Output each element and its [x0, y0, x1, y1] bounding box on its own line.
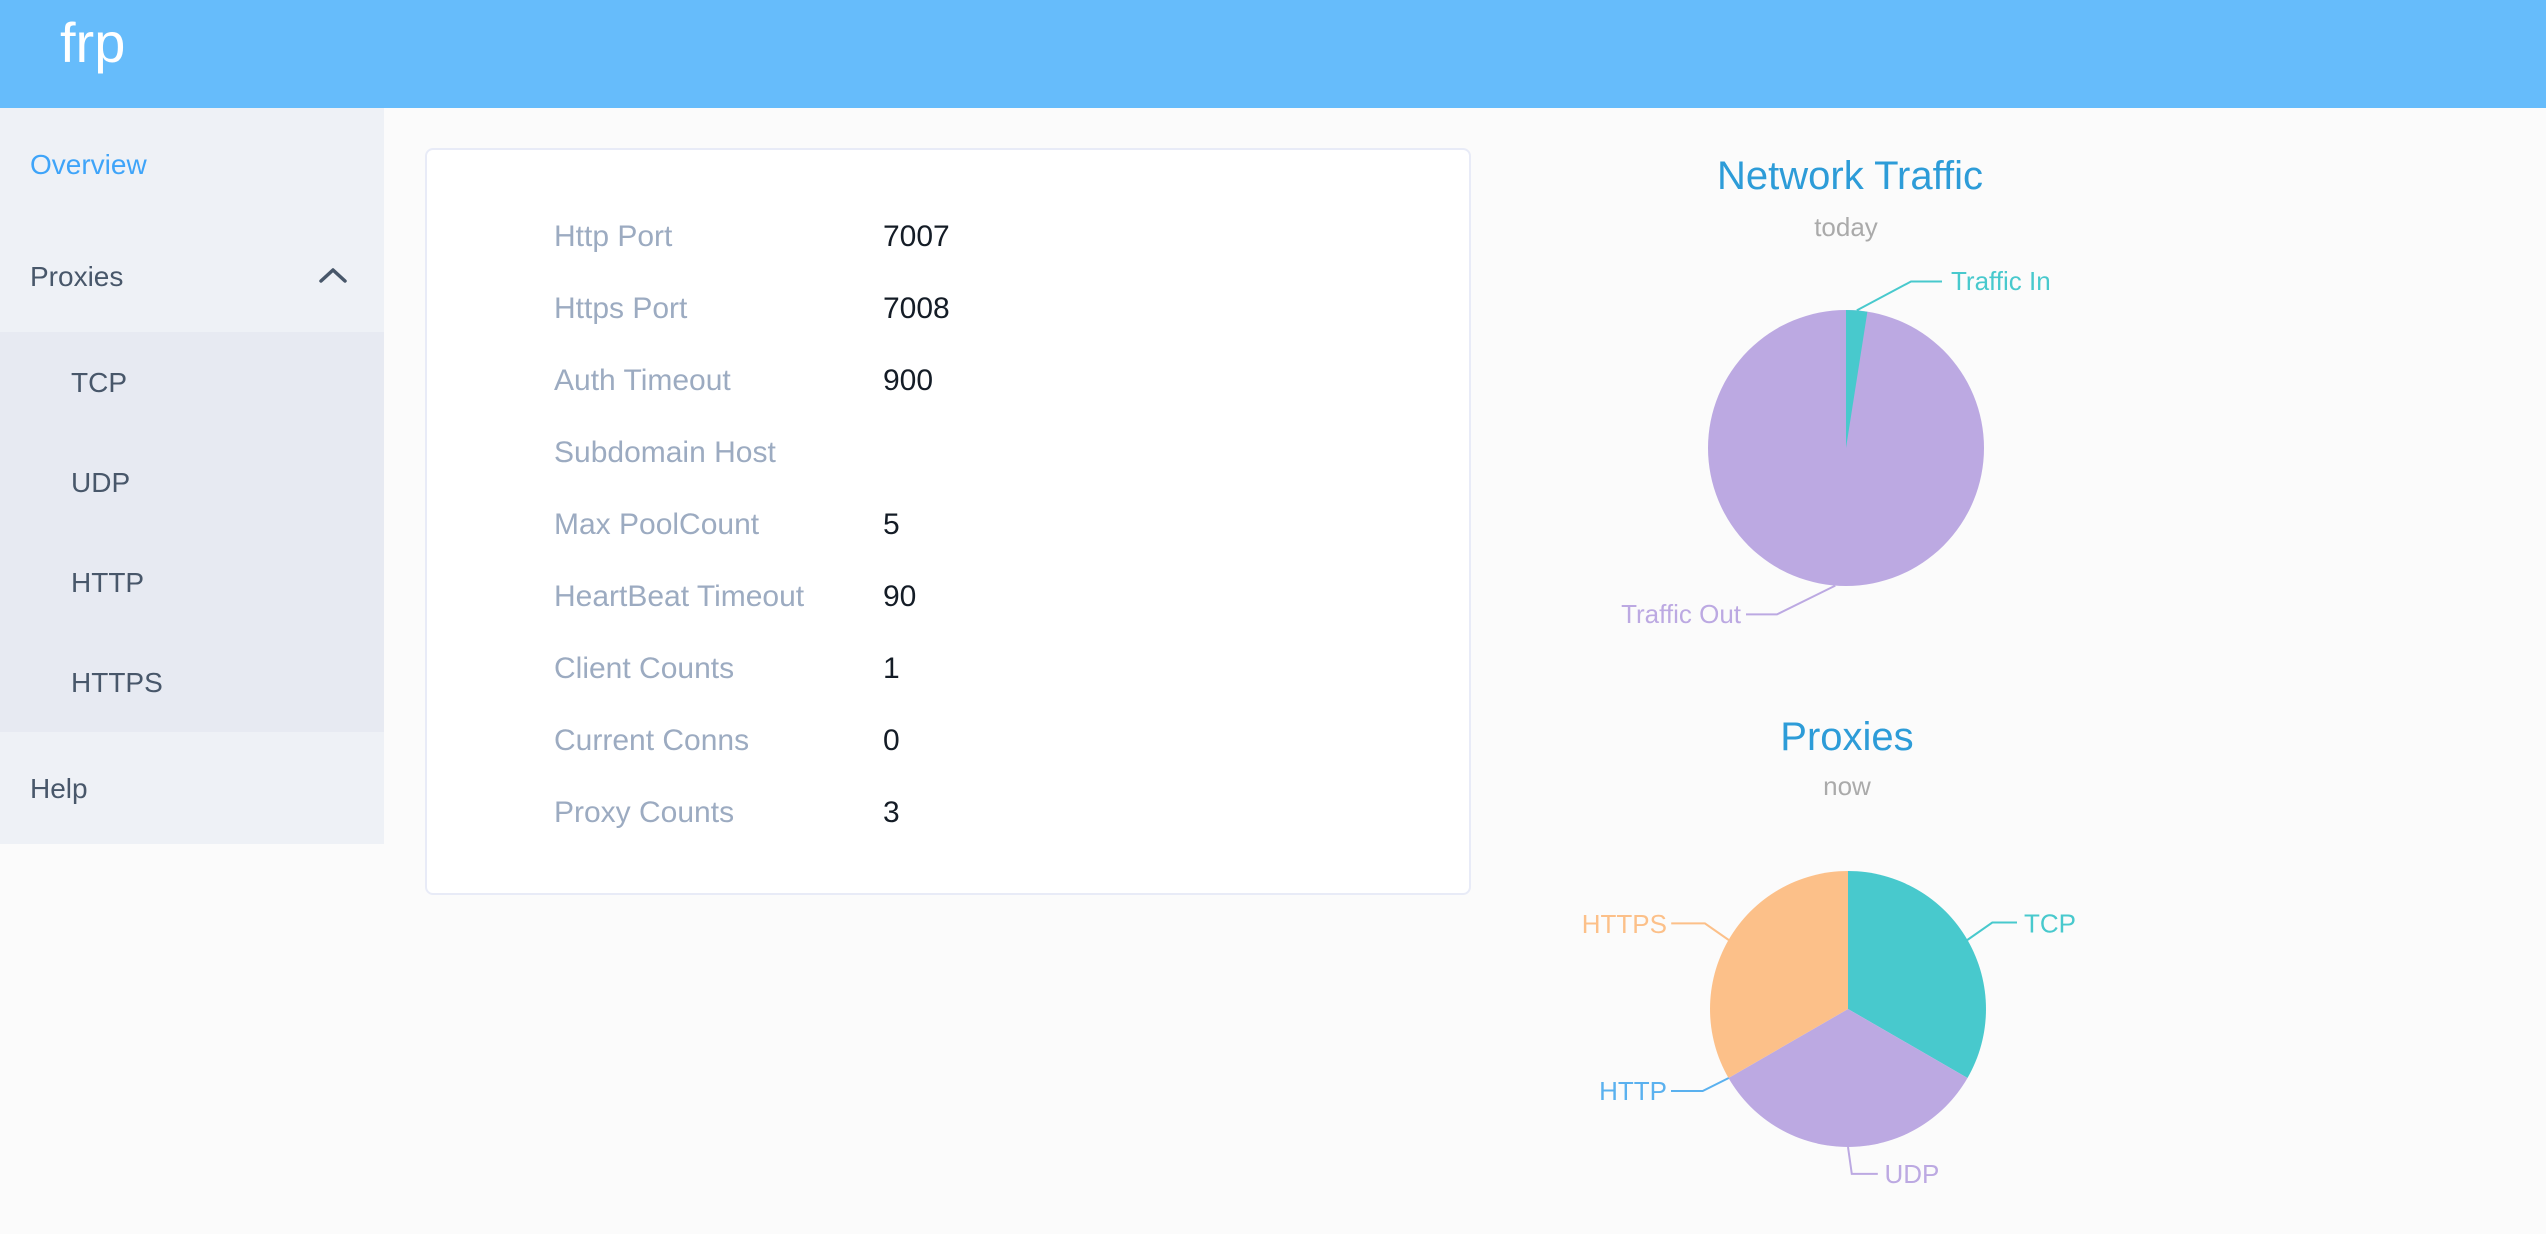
svg-text:today: today — [1814, 212, 1878, 242]
svg-text:Auth Timeout: Auth Timeout — [554, 364, 731, 397]
svg-text:Https Port: Https Port — [554, 292, 688, 325]
svg-text:UDP: UDP — [1885, 1159, 1940, 1189]
svg-text:now: now — [1823, 771, 1871, 801]
svg-text:Proxies: Proxies — [30, 261, 123, 292]
svg-text:Help: Help — [30, 773, 88, 804]
svg-text:HTTPS: HTTPS — [71, 667, 163, 698]
svg-text:0: 0 — [883, 724, 900, 757]
svg-text:frp: frp — [60, 11, 125, 74]
svg-text:UDP: UDP — [71, 467, 130, 498]
svg-text:Overview: Overview — [30, 149, 147, 180]
svg-text:HTTPS: HTTPS — [1582, 909, 1667, 939]
svg-text:HTTP: HTTP — [71, 567, 144, 598]
svg-text:Subdomain Host: Subdomain Host — [554, 436, 776, 469]
svg-text:1: 1 — [883, 652, 900, 685]
svg-text:Http Port: Http Port — [554, 220, 673, 253]
svg-text:Current Conns: Current Conns — [554, 724, 749, 757]
svg-text:7008: 7008 — [883, 292, 950, 325]
svg-text:Traffic In: Traffic In — [1951, 266, 2051, 296]
svg-text:Proxy Counts: Proxy Counts — [554, 796, 734, 829]
svg-text:Client Counts: Client Counts — [554, 652, 734, 685]
svg-text:Traffic Out: Traffic Out — [1621, 599, 1742, 629]
svg-text:900: 900 — [883, 364, 933, 397]
svg-text:5: 5 — [883, 508, 900, 541]
svg-text:Network Traffic: Network Traffic — [1717, 154, 1983, 198]
svg-text:3: 3 — [883, 796, 900, 829]
svg-text:Max PoolCount: Max PoolCount — [554, 508, 760, 541]
svg-text:HeartBeat Timeout: HeartBeat Timeout — [554, 580, 805, 613]
svg-text:Proxies: Proxies — [1780, 715, 1913, 759]
svg-text:TCP: TCP — [2024, 909, 2076, 939]
svg-text:7007: 7007 — [883, 220, 950, 253]
svg-text:90: 90 — [883, 580, 916, 613]
svg-text:HTTP: HTTP — [1599, 1076, 1667, 1106]
svg-text:TCP: TCP — [71, 367, 127, 398]
